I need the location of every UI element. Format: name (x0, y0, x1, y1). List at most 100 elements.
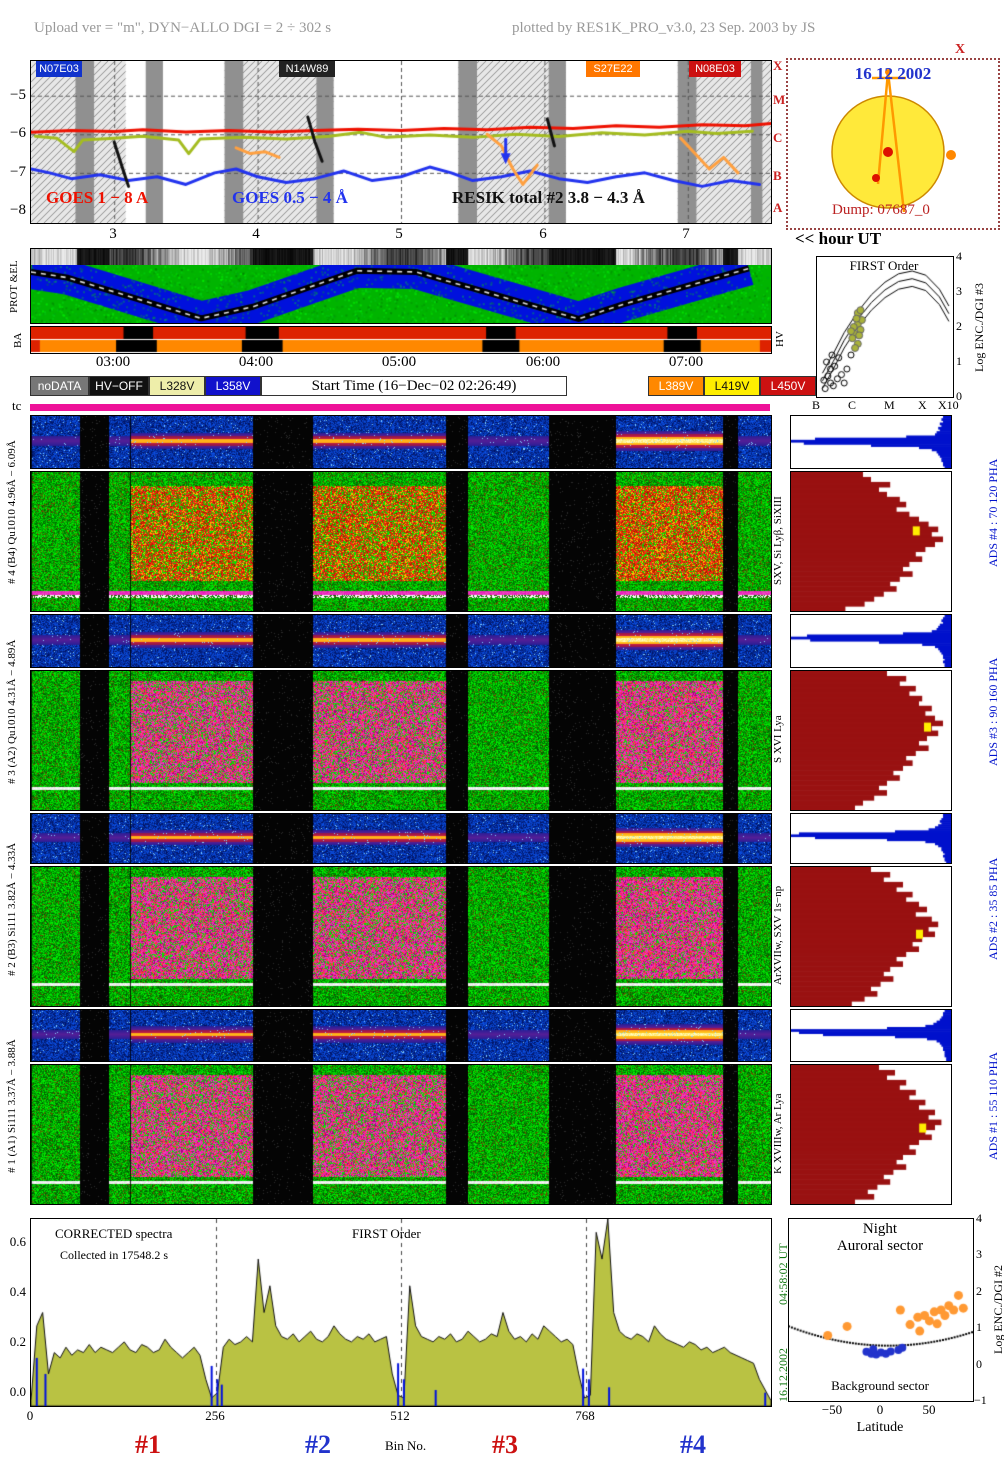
goes-class-m: M (773, 92, 786, 107)
channel-tag-4: #4 (680, 1430, 706, 1459)
first-ytick-4: 4 (956, 249, 962, 263)
spectrogram-ch4-canvas (31, 472, 771, 611)
pha-hist-ch3 (790, 614, 952, 668)
spectrum-subtitle: Collected in 17548.2 s (60, 1248, 168, 1262)
spectrogram-ch3-pha-canvas (31, 615, 771, 667)
channel-tag-2: #2 (305, 1430, 331, 1459)
spectrogram-ch2-canvas (31, 867, 771, 1006)
trajectory-line-1 (876, 71, 890, 185)
spectrogram-ch4-pha (30, 415, 772, 469)
pole-dot (885, 69, 891, 75)
goes-xtick-7: 7 (682, 226, 690, 242)
scatter-xtick-50: 50 (922, 1402, 936, 1417)
spectrum-title: CORRECTED spectra (55, 1226, 173, 1241)
spectrogram-ch4-pha-canvas (31, 416, 771, 468)
ch3-wavelength-label: # 3 (A2) Qu1010 4.31Å − 4.89Å (6, 639, 18, 784)
ch4-ads-label: ADS #4 : 70 120 PHA (986, 458, 1000, 567)
spectrum-ytick-04: 0.4 (9, 1284, 26, 1299)
spectrogram-ch3 (30, 670, 772, 811)
legend-l328v: L328V (149, 376, 205, 396)
spectrum-xtick-256: 256 (205, 1408, 225, 1423)
scatter-ytick-0: 0 (976, 1357, 982, 1371)
first-xtick-m: M (884, 398, 895, 412)
pha-hist-ch2 (790, 813, 952, 864)
active-region-label-1: N07E03 (36, 61, 82, 77)
scatter-ytick-m1: −1 (974, 1393, 987, 1407)
tc-label: tc (12, 398, 22, 413)
sun-disk-panel: 16 12 2002 Dump: 07687_0 (786, 58, 1000, 230)
ads-hist-ch4-canvas (791, 472, 951, 611)
goes-ytick-8: −8 (10, 202, 26, 218)
ch1-ads-label: ADS #1 : 55 110 PHA (986, 1052, 1000, 1160)
sun-center-dot (883, 147, 893, 157)
active-region-label-3: S27E22 (586, 61, 640, 77)
dump-label: Dump: 07687_0 (832, 202, 930, 218)
resik-total-label: RESIK total #2 3.8 − 4.3 Å (452, 188, 645, 207)
goes-long-label: GOES 1 − 8 A (46, 188, 149, 207)
ads-hist-ch2-canvas (791, 867, 951, 1006)
hour-ut-label: << hour UT (795, 229, 882, 248)
auroral-sector-label: Auroral sector (836, 1238, 924, 1254)
spectrum-xlabel: Bin No. (385, 1438, 427, 1453)
scatter-ytick-1: 1 (976, 1320, 982, 1334)
hv-label: HV (774, 331, 786, 347)
spectrum-xtick-768: 768 (575, 1408, 595, 1423)
first-ylabel: Log ENC./DGI #3 (972, 283, 986, 373)
goes-ytick-7: −7 (10, 164, 26, 180)
scatter-xtick-0: 0 (876, 1402, 884, 1417)
ba-label: BA (12, 332, 24, 348)
ch2-ads-label: ADS #2 : 35 85 PHA (986, 857, 1000, 961)
goes-class-c: C (773, 130, 783, 145)
start-time-label: Start Time (16−Dec−02 02:26:49) (261, 376, 567, 396)
ads-hist-ch3-canvas (791, 671, 951, 810)
time-label-0600: 06:00 (525, 354, 561, 370)
trajectory-line-2 (886, 71, 906, 213)
tc-bar (30, 404, 770, 411)
ba-hv-panel (30, 326, 772, 354)
spectrogram-ch1-pha (30, 1009, 772, 1062)
scatter-xtick-m50: −50 (821, 1402, 843, 1417)
goes-short-label: GOES 0.5 − 4 Å (232, 188, 348, 207)
goes-xtick-6: 6 (539, 226, 547, 242)
pha-hist-ch4 (790, 415, 952, 469)
ads-hist-ch1-canvas (791, 1065, 951, 1204)
channel-tag-3: #3 (492, 1430, 518, 1459)
goes-xtick-5: 5 (395, 226, 403, 242)
corrected-spectrum-chart (31, 1219, 771, 1406)
legend-l419v: L419V (704, 376, 760, 396)
pha-hist-ch1-canvas (791, 1010, 951, 1061)
legend-nodata: noDATA (30, 376, 89, 396)
time-label-0700: 07:00 (668, 354, 704, 370)
goes-flux-panel (30, 60, 772, 224)
scatter-ylabel: Log ENC./DGI #2 (991, 1265, 1004, 1355)
spectrum-order-label: FIRST Order (352, 1226, 421, 1241)
legend-l358v: L358V (205, 376, 261, 396)
first-order-chart (817, 257, 953, 397)
ba-hv-bars (31, 327, 771, 353)
ads-hist-ch1 (790, 1064, 952, 1205)
spectrum-xtick-512: 512 (390, 1408, 410, 1423)
spectrum-ytick-06: 0.6 (9, 1234, 26, 1249)
goes-xtick-3: 3 (109, 226, 117, 242)
pha-hist-ch4-canvas (791, 416, 951, 468)
ch3-line-label: S XVI Lya (772, 715, 784, 764)
spectrogram-ch2-pha-canvas (31, 814, 771, 863)
active-region-label-4: N08E03 (689, 61, 741, 77)
legend-l389v: L389V (648, 376, 704, 396)
spectrogram-ch1-canvas (31, 1065, 771, 1204)
goes-class-b: B (773, 168, 782, 183)
channel-tag-1: #1 (135, 1430, 161, 1459)
first-ytick-0: 0 (956, 389, 962, 403)
spectrogram-ch1-pha-canvas (31, 1010, 771, 1061)
first-xtick-b: B (812, 398, 821, 412)
spectrogram-ch3-canvas (31, 671, 771, 810)
spectrogram-ch4 (30, 471, 772, 612)
first-order-title: FIRST Order (849, 258, 919, 273)
goes-class-x: X (773, 58, 783, 73)
goes-ytick-6: −6 (10, 125, 26, 141)
spectrogram-ch2-pha (30, 813, 772, 864)
night-label: Night (862, 1221, 898, 1237)
spectrogram-ch2 (30, 866, 772, 1007)
ch3-ads-label: ADS #3 : 90 160 PHA (986, 657, 1000, 766)
